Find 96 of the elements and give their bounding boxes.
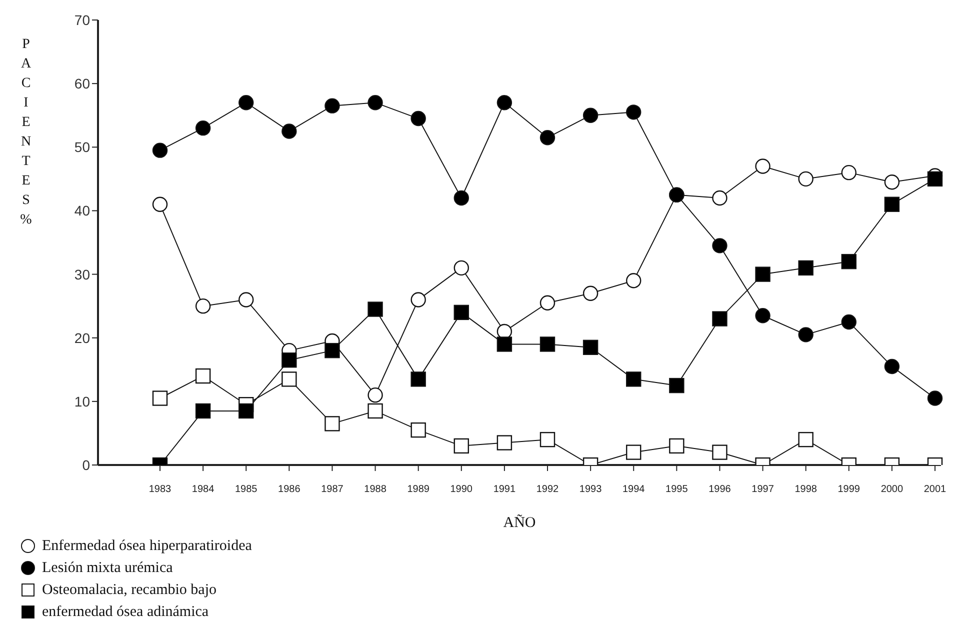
- point: [540, 432, 556, 448]
- point: [368, 387, 383, 403]
- y-tick-label: 70: [74, 12, 90, 28]
- point: [368, 302, 383, 317]
- point: [282, 352, 297, 368]
- x-tick-label: 2001: [924, 484, 947, 496]
- point: [454, 438, 469, 454]
- point: [195, 298, 211, 314]
- point: [798, 432, 814, 448]
- x-tick-label: 1984: [192, 484, 215, 496]
- point: [195, 403, 211, 419]
- y-tick-label: 30: [74, 266, 90, 282]
- point: [496, 95, 512, 110]
- y-tick-label: 10: [74, 393, 90, 410]
- point: [626, 273, 642, 288]
- text: PACIENTES%: [20, 37, 32, 228]
- point: [496, 336, 512, 352]
- x-tick-label: 1989: [407, 484, 430, 496]
- point: [195, 368, 211, 384]
- y-tick-label: 0: [82, 456, 90, 473]
- point: [755, 158, 770, 174]
- point: [712, 444, 728, 460]
- x-tick-label: 1993: [579, 484, 602, 496]
- x-tick-label: 1995: [666, 484, 688, 496]
- point: [755, 266, 770, 282]
- point: [626, 444, 642, 460]
- x-tick-label: 1998: [794, 484, 818, 496]
- point: [669, 438, 684, 454]
- y-tick-label: 50: [74, 139, 90, 156]
- x-tick-label: 1991: [493, 484, 516, 496]
- point: [540, 130, 556, 146]
- point: [841, 164, 856, 180]
- point: [152, 390, 168, 406]
- x-tick-label: 1983: [148, 484, 172, 496]
- x-tick-label: 1986: [278, 484, 301, 496]
- x-axis-title: AÑO: [503, 514, 536, 531]
- point: [195, 120, 211, 136]
- point: [712, 190, 728, 206]
- x-tick-label: 1994: [622, 484, 646, 496]
- x-tick-label: 1997: [752, 484, 774, 496]
- point: [798, 171, 814, 187]
- point: [238, 95, 254, 110]
- point: [712, 238, 728, 254]
- point: [410, 110, 426, 126]
- x-tick-label: 1987: [321, 484, 344, 496]
- legend-label: Lesión mixta urémica: [42, 559, 173, 578]
- point: [238, 403, 254, 419]
- point: [884, 358, 900, 374]
- x-tick-label: 1999: [838, 484, 860, 496]
- point: [669, 378, 684, 394]
- point: [368, 403, 383, 419]
- point: [410, 422, 426, 438]
- point: [282, 124, 297, 139]
- point: [798, 327, 814, 342]
- point: [410, 372, 426, 387]
- point: [410, 292, 426, 308]
- point: [927, 390, 943, 406]
- point: [540, 336, 556, 352]
- point: [884, 196, 900, 212]
- y-tick-label: 40: [74, 202, 90, 219]
- point: [626, 104, 642, 120]
- legend-label: Enfermedad ósea hiperparatiroidea: [42, 537, 252, 556]
- point: [324, 342, 340, 358]
- point: [324, 416, 340, 432]
- legend-label: Osteomalacia, recambio bajo: [42, 581, 217, 600]
- y-tick-label: 20: [74, 330, 90, 346]
- point: [152, 142, 168, 158]
- point: [927, 171, 943, 187]
- point: [884, 174, 900, 190]
- point: [540, 295, 556, 310]
- point: [582, 286, 598, 301]
- point: [841, 314, 856, 330]
- legend-label: enfermedad ósea adinámica: [42, 603, 209, 622]
- x-tick-label: 1985: [234, 484, 258, 496]
- point: [238, 292, 254, 308]
- point: [152, 196, 168, 212]
- x-tick-label: 1996: [708, 484, 732, 496]
- point: [712, 311, 728, 326]
- point: [582, 108, 598, 123]
- x-tick-label: 2000: [880, 484, 904, 496]
- point: [582, 340, 598, 355]
- point: [496, 435, 512, 450]
- point: [324, 98, 340, 114]
- x-tick-label: 1990: [450, 484, 473, 496]
- x-tick-label: 1992: [536, 484, 560, 496]
- point: [755, 308, 770, 324]
- point: [282, 372, 297, 387]
- x-tick-label: 1988: [364, 484, 387, 496]
- point: [841, 254, 856, 270]
- y-tick-label: 60: [74, 76, 90, 92]
- point: [454, 260, 469, 276]
- point: [368, 95, 383, 110]
- point: [798, 260, 814, 276]
- point: [454, 304, 469, 320]
- point: [626, 372, 642, 387]
- point: [454, 190, 469, 206]
